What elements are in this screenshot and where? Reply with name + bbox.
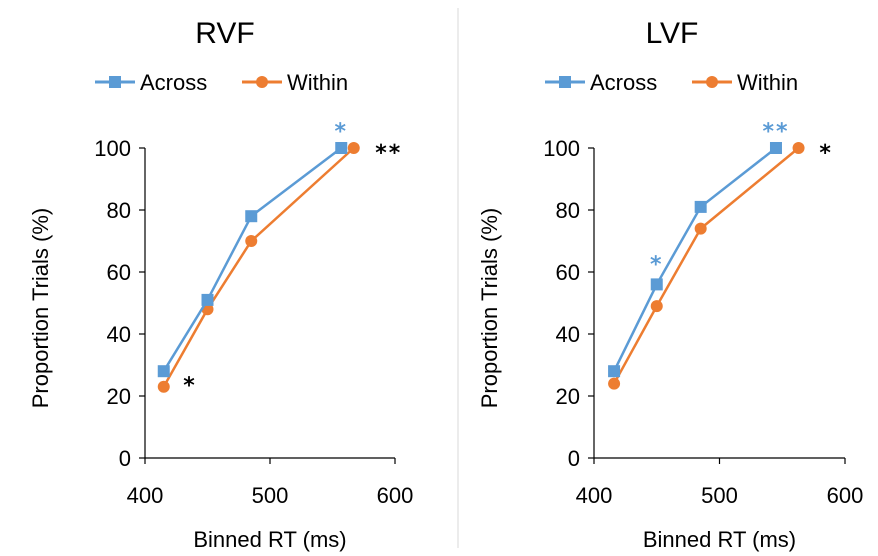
- significance-marker: *: [334, 119, 348, 144]
- series-line-within: [162, 147, 355, 388]
- y-tick-label: 100: [543, 136, 580, 161]
- y-axis-label: Proportion Trials (%): [477, 208, 502, 409]
- legend-label-across: Across: [140, 70, 207, 95]
- x-tick-label: 400: [576, 483, 613, 508]
- chart-panel-lvf: LVF Across Within 0 20 40 60 80 100 400 500 600 Binn…: [477, 17, 863, 552]
- legend-label-within: Within: [287, 70, 348, 95]
- significance-marker: *: [819, 141, 833, 166]
- significance-marker: *: [183, 374, 197, 399]
- chart-title: LVF: [646, 17, 699, 50]
- legend-marker-square: [109, 76, 121, 88]
- data-point-within: [650, 300, 663, 313]
- data-point-across: [201, 293, 214, 306]
- y-tick-label: 40: [107, 322, 131, 347]
- data-point-across: [694, 200, 707, 213]
- series-line-within: [612, 147, 800, 385]
- x-tick-label: 500: [701, 483, 738, 508]
- y-tick-label: 0: [568, 446, 580, 471]
- legend-marker-square: [559, 76, 571, 88]
- data-point-within: [608, 377, 621, 390]
- x-axis-label: Binned RT (ms): [193, 527, 346, 552]
- data-point-within: [347, 142, 360, 154]
- y-tick-label: 60: [556, 260, 580, 285]
- legend-label-across: Across: [590, 70, 657, 95]
- data-point-across: [769, 142, 782, 154]
- y-tick-label: 40: [556, 322, 580, 347]
- y-tick-label: 100: [94, 136, 131, 161]
- data-point-across: [157, 365, 170, 378]
- series-line-across: [162, 147, 343, 372]
- legend-label-within: Within: [737, 70, 798, 95]
- x-axis-label: Binned RT (ms): [643, 527, 796, 552]
- data-point-across: [608, 365, 621, 378]
- data-point-across: [335, 142, 348, 154]
- y-tick-label: 80: [556, 198, 580, 223]
- x-tick-label: 500: [252, 483, 289, 508]
- significance-marker: *: [650, 253, 664, 278]
- chart-title: RVF: [195, 17, 254, 50]
- y-tick-label: 20: [556, 384, 580, 409]
- y-tick-label: 20: [107, 384, 131, 409]
- data-point-across: [245, 210, 258, 223]
- y-tick-label: 80: [107, 198, 131, 223]
- y-tick-label: 60: [107, 260, 131, 285]
- y-axis-label: Proportion Trials (%): [28, 208, 53, 409]
- significance-marker: **: [375, 141, 402, 166]
- x-tick-label: 400: [127, 483, 164, 508]
- y-tick-label: 0: [119, 446, 131, 471]
- chart-panel-rvf: RVF Across Within 0 20 40 60 80 100 400 500 600 Binn…: [28, 17, 413, 552]
- series-line-across: [612, 147, 777, 372]
- legend-marker-circle: [706, 76, 718, 88]
- significance-marker: **: [762, 119, 789, 144]
- data-point-within: [792, 142, 805, 154]
- x-tick-label: 600: [827, 483, 864, 508]
- data-point-across: [650, 278, 663, 291]
- data-point-within: [694, 222, 707, 235]
- data-point-within: [245, 235, 258, 247]
- legend-marker-circle: [256, 76, 268, 88]
- data-point-within: [157, 380, 170, 393]
- x-tick-label: 600: [377, 483, 414, 508]
